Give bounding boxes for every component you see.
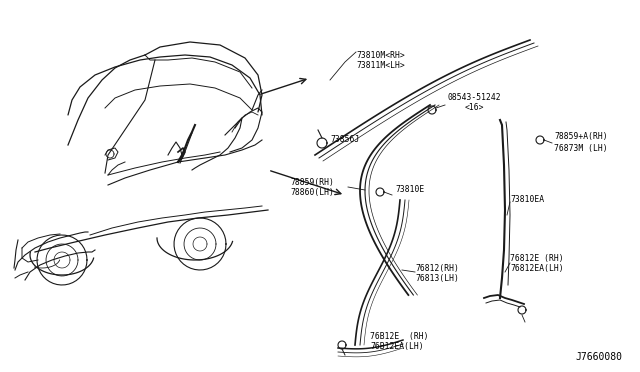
Text: 76813(LH): 76813(LH) <box>415 273 459 282</box>
Text: 76873M (LH): 76873M (LH) <box>554 144 607 153</box>
Text: 73856J: 73856J <box>330 135 359 144</box>
Text: 73810E: 73810E <box>395 186 424 195</box>
Text: 76812EA(LH): 76812EA(LH) <box>510 263 564 273</box>
Text: 08543-51242: 08543-51242 <box>447 93 500 103</box>
Text: 76B12E  (RH): 76B12E (RH) <box>370 331 429 340</box>
Text: 76812E (RH): 76812E (RH) <box>510 253 564 263</box>
Text: J7660080: J7660080 <box>575 352 622 362</box>
Text: <16>: <16> <box>465 103 484 112</box>
Text: 78860(LH): 78860(LH) <box>290 187 334 196</box>
Text: 73811M<LH>: 73811M<LH> <box>356 61 404 70</box>
Text: 78859+A(RH): 78859+A(RH) <box>554 132 607 141</box>
Text: 78859(RH): 78859(RH) <box>290 177 334 186</box>
Text: 73810EA: 73810EA <box>510 196 544 205</box>
Text: 73810M<RH>: 73810M<RH> <box>356 51 404 60</box>
Text: 76B12EA(LH): 76B12EA(LH) <box>370 341 424 350</box>
Text: 76812(RH): 76812(RH) <box>415 263 459 273</box>
